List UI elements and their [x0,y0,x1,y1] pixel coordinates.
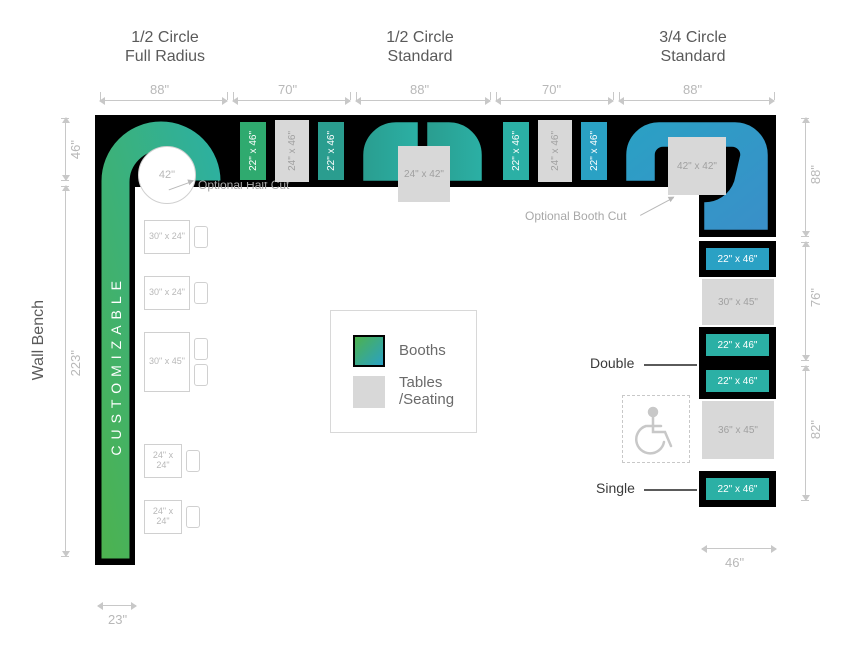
booth-r2: 22" x 46" [704,332,771,358]
dim-br: 46" [725,555,744,570]
booth-t2: 22" x 46" [316,120,346,182]
dim-top1: 88" [150,82,169,97]
table-t1: 24" x 46" [275,120,309,182]
chair-3a [194,338,208,360]
legend: Booths Tables /Seating [330,310,477,433]
dim-r3-line [805,366,806,500]
left-table-2: 30" x 24" [144,276,190,310]
chair-2 [194,282,208,304]
dim-r1: 88" [808,165,823,184]
legend-table-label: Tables /Seating [399,375,454,408]
header-half-circle-full: 1/2 CircleFull Radius [100,28,230,66]
dim-top4-line [496,100,613,101]
dim-left2-line [65,186,66,556]
wheelchair-icon [623,396,691,464]
dim-top4: 70" [542,82,561,97]
booth-t4: 22" x 46" [579,120,609,182]
dim-br-line [702,548,776,549]
wall-bench-label: Wall Bench [30,300,48,380]
wheelchair-zone [622,395,690,463]
left-table-5: 24" x 24" [144,500,182,534]
table-r2: 36" x 45" [702,401,774,459]
table-t2: 24" x 46" [538,120,572,182]
dim-r2-line [805,242,806,360]
dim-top2-line [233,100,350,101]
booth-r3: 22" x 46" [704,368,771,394]
chair-1 [194,226,208,248]
booth-r1: 22" x 46" [704,246,771,272]
dim-left3: 23" [108,612,127,627]
customizable-text: CUSTOMIZABLE [108,275,124,456]
booth-t3: 22" x 46" [501,120,531,182]
dim-left1: 46" [68,140,83,159]
ann-double-line [644,364,697,366]
dim-top3-line [356,100,490,101]
booth-r4: 22" x 46" [704,476,771,502]
booth-t1: 22" x 46" [238,120,268,182]
dim-top1-line [100,100,227,101]
header-34-circle-std: 3/4 CircleStandard [638,28,748,66]
dim-r1-line [805,118,806,236]
ann-single: Single [596,480,635,496]
dim-top5: 88" [683,82,702,97]
table-r1: 30" x 45" [702,279,774,325]
left-table-4: 24" x 24" [144,444,182,478]
dim-r2: 76" [808,288,823,307]
header-half-circle-std: 1/2 CircleStandard [365,28,475,66]
chair-3b [194,364,208,386]
sq-table: 42" x 42" [668,137,726,195]
chair-5 [186,506,200,528]
optional-booth-cut: Optional Booth Cut [525,209,626,223]
dim-left1-line [65,118,66,180]
left-table-3: 30" x 45" [144,332,190,392]
legend-swatch-booth [353,335,385,367]
legend-booth-label: Booths [399,343,446,360]
mid-table: 24" x 42" [398,146,450,202]
left-table-1: 30" x 24" [144,220,190,254]
dim-r3: 82" [808,420,823,439]
chair-4 [186,450,200,472]
ann-double: Double [590,355,634,371]
dim-top2: 70" [278,82,297,97]
dim-left2: 223" [68,350,83,376]
dim-left3-line [98,605,136,606]
ann-single-line [644,489,697,491]
legend-swatch-table [353,376,385,408]
round-table: 42" [138,146,196,204]
dim-top5-line [619,100,774,101]
dim-top3: 88" [410,82,429,97]
